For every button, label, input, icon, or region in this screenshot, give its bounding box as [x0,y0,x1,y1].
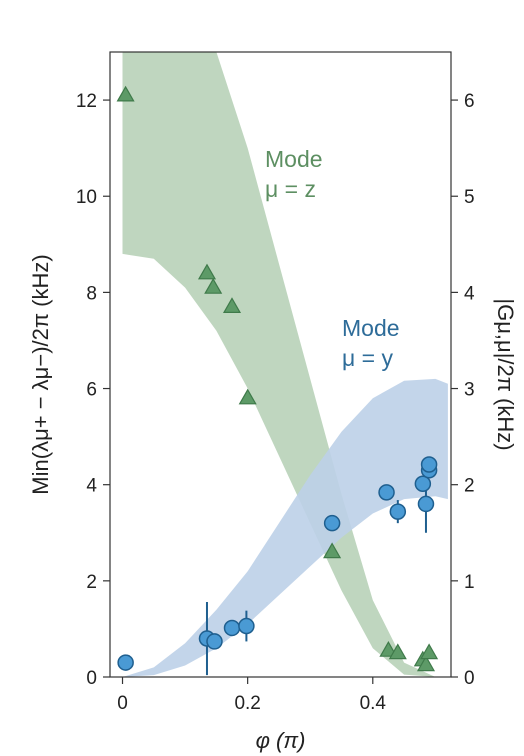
y-right-tick-label: 4 [464,283,475,304]
x-tick-label: 0.2 [234,693,260,714]
mode-z-point [204,277,223,294]
y-left-tick-label: 6 [86,380,97,401]
y-left-tick-label: 2 [86,572,97,593]
mode-z-point [379,640,398,657]
y-left-tick-label: 0 [86,668,97,689]
y-right-tick-label: 3 [464,380,475,401]
y-left-tick-label: 10 [76,187,97,208]
y-right-tick-label: 2 [464,476,475,497]
mode-z-point [116,85,135,102]
mode-y-point [238,617,255,635]
mode-y-point [414,475,432,492]
confidence-bands [122,52,448,677]
mode-y-point [117,654,134,671]
y-right-tick-label: 0 [464,668,475,689]
mode-y-point [323,514,341,532]
y-left-axis-label: Min(λμ+ − λμ−)/2π (kHz) [28,254,53,494]
plot-border [109,51,452,678]
mode-y-point [420,456,438,473]
annotations: Mode μ = z Mode μ = y [265,146,400,371]
mode-y-label-line1: Mode [342,315,400,341]
mode-z-band [122,52,436,677]
mode-z-label-line1: Mode [265,146,323,172]
mode-y-point [378,484,395,501]
mode-z-point [388,643,407,660]
y-right-axis-label: |Gμ,μ|/2π (kHz) [493,298,518,450]
y-right-tick-label: 5 [464,187,475,208]
y-left-tick-label: 8 [86,283,97,304]
mode-y-point [417,495,435,513]
data-markers [116,85,439,676]
mode-z-label-line2: μ = z [265,176,316,202]
plot-frame [109,51,452,678]
mode-z-point [222,297,242,313]
mode-y-label-line2: μ = y [342,345,393,371]
y-left-tick-label: 12 [76,91,97,112]
x-tick-label: 0 [117,693,128,714]
mode-z-point [197,263,217,280]
mode-z-point [416,655,436,672]
mode-z-point [238,388,257,405]
y-right-tick-label: 6 [464,91,475,112]
y-left-tick-label: 4 [86,476,97,497]
mode-y-point [223,619,241,637]
mode-z-point [420,643,439,660]
x-axis-label: φ (π) [256,728,306,753]
y-right-tick-label: 1 [464,572,475,593]
mode-y-point [389,503,407,520]
x-tick-label: 0.4 [360,693,387,714]
mode-y-point [206,633,223,650]
axis-labels: φ (π) Min(λμ+ − λμ−)/2π (kHz) |Gμ,μ|/2π (k… [28,254,518,753]
mode-z-point [323,542,342,559]
mode-y-band [122,378,448,677]
